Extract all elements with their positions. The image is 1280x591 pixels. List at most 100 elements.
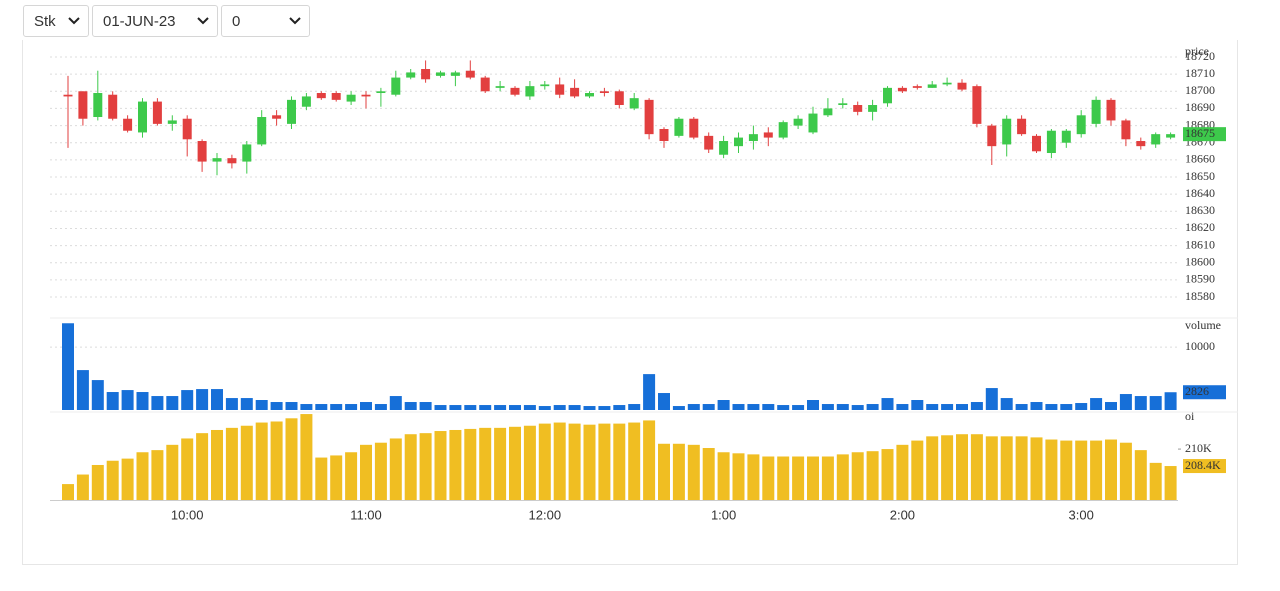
bar [1134, 450, 1147, 500]
date-select[interactable]: 01-JUN-23 [92, 5, 218, 37]
bar [270, 421, 283, 500]
candle-body [1136, 141, 1146, 147]
candle-body [257, 117, 267, 145]
x-tick-label: 11:00 [350, 507, 382, 522]
bar [613, 405, 626, 410]
bar [1075, 403, 1088, 410]
last-value-label: 2826 [1185, 384, 1209, 398]
candle-body [1046, 130, 1056, 154]
bar [315, 404, 328, 410]
x-tick-label: 12:00 [529, 507, 562, 522]
bar [91, 464, 104, 500]
axis-label: oi [1185, 409, 1195, 423]
candle-body [793, 118, 803, 126]
bar [911, 440, 924, 500]
candle-body [450, 72, 460, 76]
x-tick-label: 2:00 [890, 507, 915, 522]
bar [181, 438, 194, 500]
bar [479, 427, 492, 500]
bar [464, 405, 477, 410]
bar [106, 460, 119, 500]
bar [404, 402, 417, 410]
strike-select[interactable]: 0 [221, 5, 310, 37]
y-tick-label: 18710 [1185, 66, 1215, 80]
bar [702, 404, 715, 410]
candle-body [1061, 130, 1071, 143]
candle-body [182, 118, 192, 140]
bar [792, 405, 805, 410]
candle-body [436, 72, 445, 76]
candle-body [510, 87, 520, 95]
bar [509, 405, 521, 410]
bar [509, 426, 521, 500]
bar [717, 400, 730, 410]
axis-label: price [1185, 44, 1209, 58]
bar [941, 404, 954, 410]
bar [866, 451, 879, 500]
y-tick-label: 18720 [1185, 49, 1215, 63]
bar [583, 406, 596, 410]
candle-body [927, 84, 937, 88]
candle-body [376, 91, 386, 94]
candle-body [957, 82, 967, 90]
bar [1045, 439, 1058, 500]
bar [523, 405, 536, 410]
candle-body [63, 94, 73, 97]
candle-body [555, 84, 565, 95]
candle-body [808, 113, 818, 133]
bar [374, 404, 387, 410]
candle-body [644, 99, 654, 135]
date-value: 01-JUN-23 [103, 12, 176, 30]
candle-body [108, 94, 118, 119]
candle-body [868, 105, 878, 112]
bar [956, 404, 968, 410]
y-tick-label: 18620 [1185, 220, 1215, 234]
bar [598, 423, 611, 500]
bar [851, 405, 864, 410]
bar [345, 452, 358, 500]
bar [777, 405, 790, 410]
y-tick-label: 18640 [1185, 186, 1215, 200]
bar [330, 455, 343, 500]
bar [225, 427, 238, 500]
bar [464, 428, 477, 500]
y-tick-label: 18580 [1185, 289, 1215, 303]
bar [568, 405, 581, 410]
candle-body [599, 91, 609, 94]
type-select[interactable]: Stk [23, 5, 89, 37]
bar [628, 422, 641, 500]
bar [91, 380, 104, 410]
bar [419, 433, 432, 500]
candle-body [391, 77, 401, 95]
last-value-badge [1183, 459, 1226, 474]
bar [821, 404, 834, 410]
bar [419, 402, 432, 410]
bar [121, 458, 134, 500]
bar [211, 389, 223, 410]
candle-body [316, 93, 326, 99]
bar [270, 402, 283, 410]
candle-body [540, 84, 550, 87]
candle-body [838, 103, 848, 106]
bar [1000, 436, 1013, 500]
bar [136, 392, 149, 410]
bar [956, 434, 968, 500]
candle-body [734, 137, 743, 147]
candle-body [361, 94, 371, 97]
bar [225, 398, 238, 410]
bar [255, 422, 268, 500]
bar [672, 443, 685, 500]
bar [702, 448, 715, 500]
bar [717, 452, 730, 500]
bar [1015, 404, 1028, 410]
bar [1030, 402, 1043, 410]
candle-body [1106, 99, 1116, 121]
bar [807, 456, 819, 500]
bar [881, 398, 894, 410]
bar [1060, 440, 1073, 500]
bar [538, 406, 551, 410]
chevron [289, 17, 301, 25]
chevron [197, 17, 209, 25]
